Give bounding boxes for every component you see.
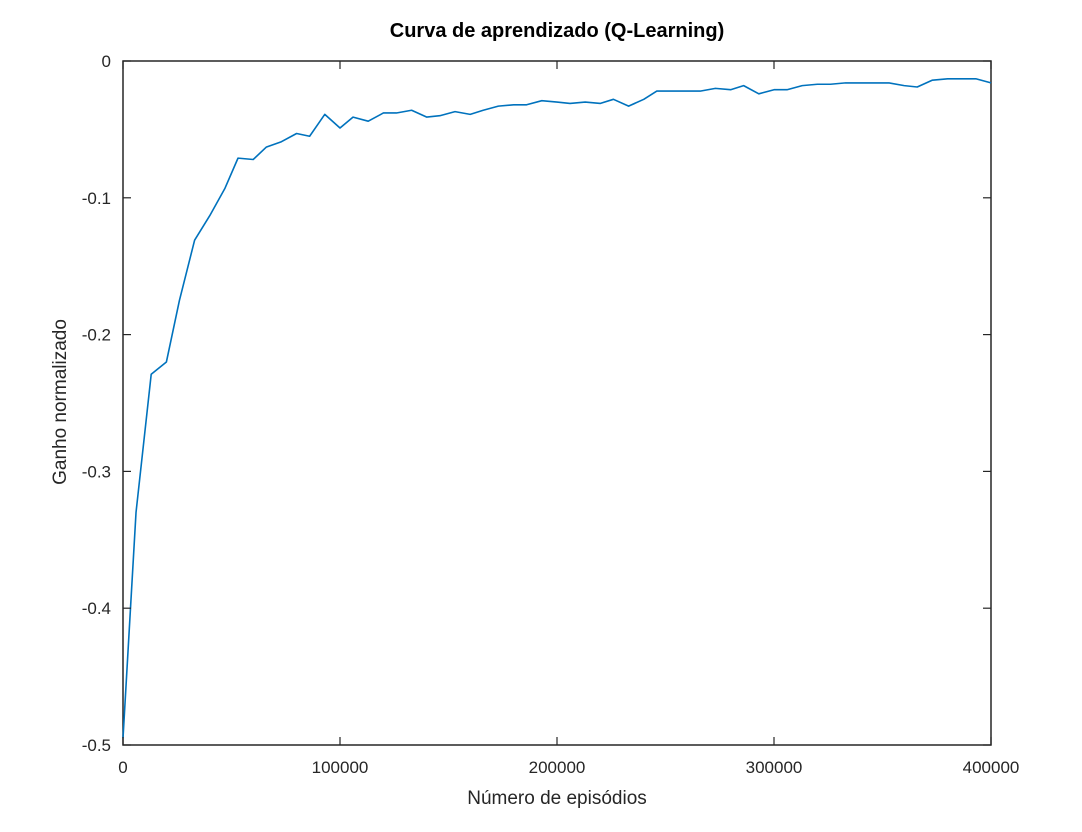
y-axis: 0 -0.1 -0.2 -0.3 -0.4 -0.5 — [82, 52, 991, 755]
series-line — [122, 77, 992, 739]
plot-area — [122, 60, 992, 746]
x-tick-label: 400000 — [963, 758, 1020, 777]
y-tick-label: -0.4 — [82, 599, 111, 618]
y-tick-label: -0.3 — [82, 462, 111, 481]
x-axis-label: Número de episódios — [467, 788, 647, 809]
x-tick-label: 0 — [118, 758, 127, 777]
chart-title: Curva de aprendizado (Q-Learning) — [390, 20, 724, 42]
y-tick-label: -0.2 — [82, 326, 111, 345]
x-tick-label: 100000 — [312, 758, 369, 777]
x-tick-label: 300000 — [746, 758, 803, 777]
axes-box — [122, 60, 992, 746]
x-axis: 0 100000 200000 300000 400000 — [118, 61, 1019, 777]
y-tick-label: -0.1 — [82, 189, 111, 208]
y-tick-label: 0 — [102, 52, 111, 71]
x-tick-label: 200000 — [529, 758, 586, 777]
y-tick-label: -0.5 — [82, 736, 111, 755]
y-axis-label: Ganho normalizado — [50, 319, 71, 485]
